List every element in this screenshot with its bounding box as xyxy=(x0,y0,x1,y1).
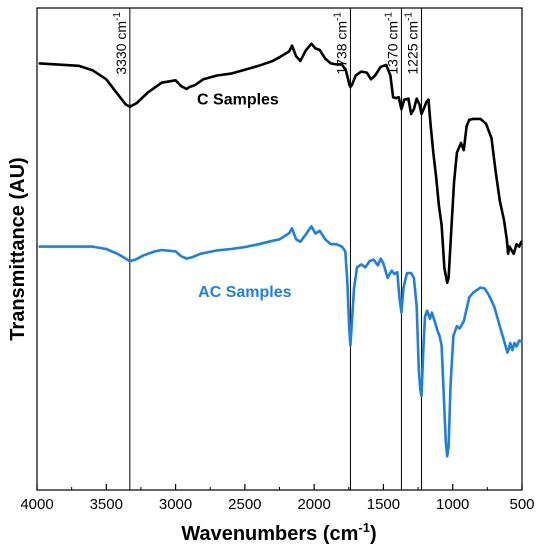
x-tick-label: 500 xyxy=(509,496,534,513)
series-line-0 xyxy=(38,42,523,284)
series-label: AC Samples xyxy=(198,284,291,301)
series-line-1 xyxy=(38,225,523,458)
x-tick-label: 4000 xyxy=(20,496,53,513)
x-tick-label: 1500 xyxy=(367,496,400,513)
annotation-label: 1225 cm-1 xyxy=(404,12,421,75)
x-tick-label: 2500 xyxy=(228,496,261,513)
y-axis-title: Transmittance (AU) xyxy=(7,157,29,340)
series-label: C Samples xyxy=(197,91,279,108)
series-layer xyxy=(38,42,523,458)
annotation-lines xyxy=(129,8,423,490)
x-tick-label: 2000 xyxy=(297,496,330,513)
series-labels: C Samples AC Samples xyxy=(197,91,292,301)
x-tick-label: 3500 xyxy=(90,496,123,513)
x-axis-ticks: 4000 3500 3000 2500 2000 1500 1000 500 xyxy=(20,484,535,513)
x-tick-label: 1000 xyxy=(436,496,469,513)
annotation-label: 3330 cm-1 xyxy=(112,12,129,75)
annotation-label: 1738 cm-1 xyxy=(332,12,349,75)
x-tick-label: 3000 xyxy=(159,496,192,513)
annotation-label: 1370 cm-1 xyxy=(383,12,400,75)
x-axis-title: Wavenumbers (cm-1) xyxy=(181,520,376,545)
